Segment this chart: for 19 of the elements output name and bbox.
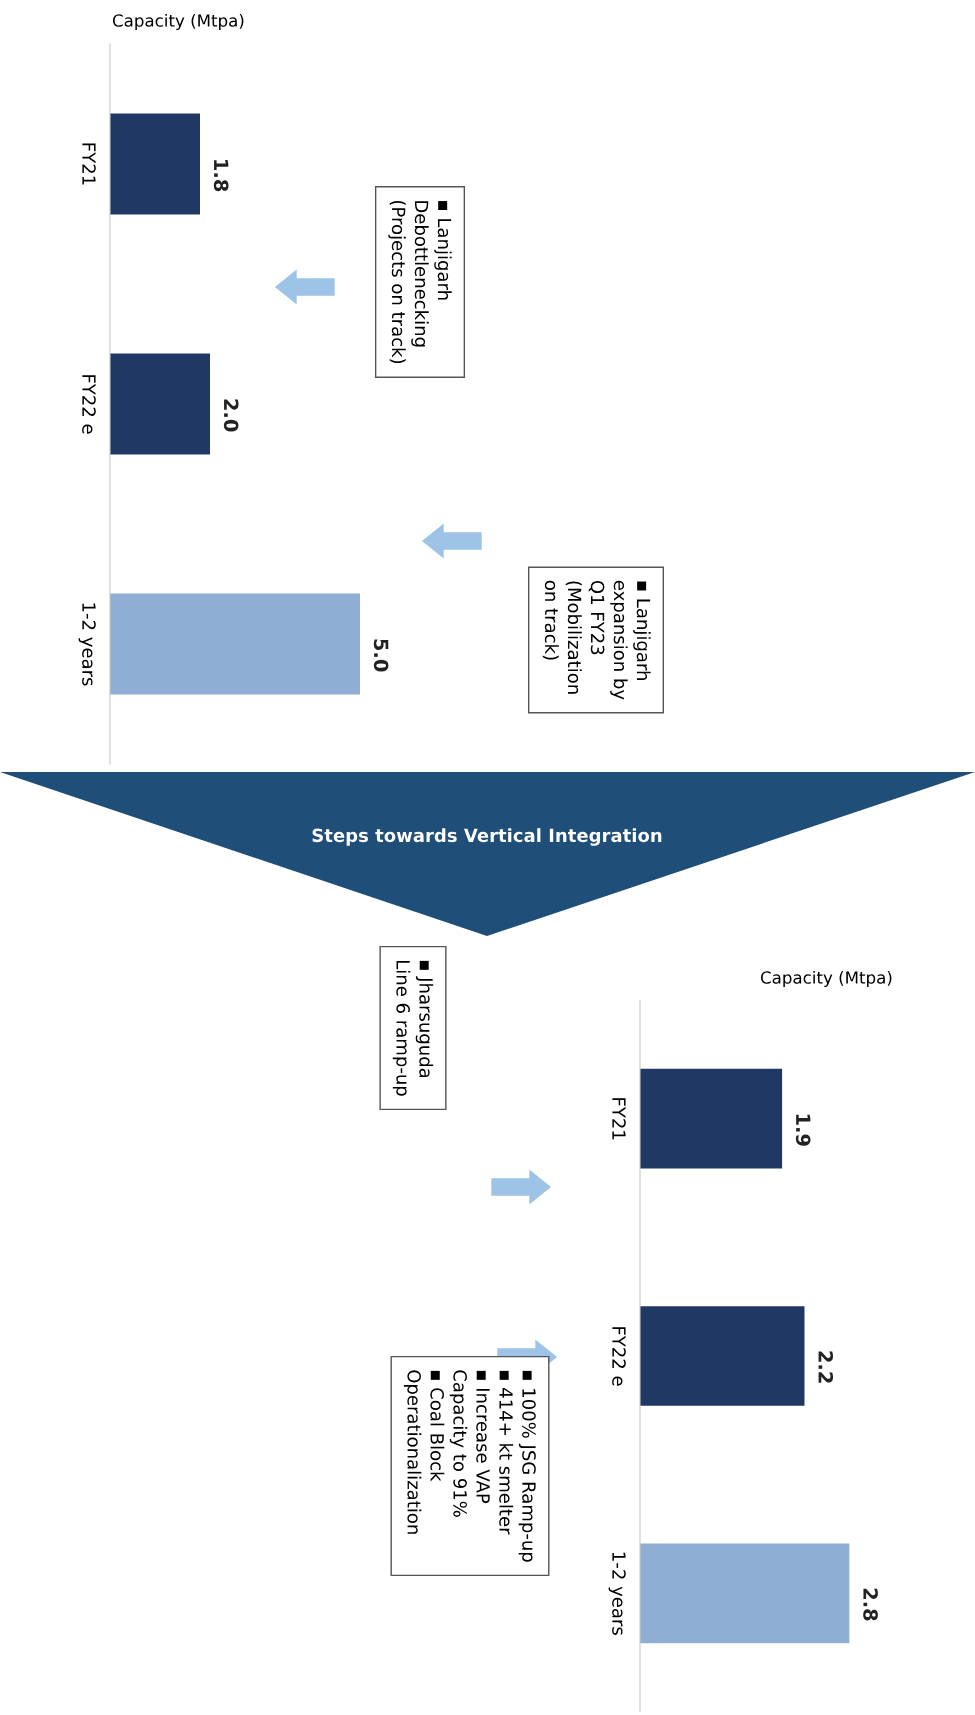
text: ▪ Lanjigarh Debottlenecking (Projects on track) (388, 200, 452, 364)
data-label: 2.2 (818, 1351, 834, 1383)
text: ▪ 100% JSG Ramp-up ▪ 414+ kt smelter ▪ Increase VAP Capacity to 91% ▪ Coal Block Operationalization (403, 1370, 536, 1562)
chart-title: Capacity (Mtpa) (112, 13, 244, 31)
data-label: 2.8 (863, 1588, 878, 1621)
text: Steps towards Vertical Integration (312, 828, 662, 846)
data-label: 2.0 (223, 399, 239, 432)
y-tick-label: 1-2 years (608, 1552, 626, 1635)
y-tick-label: FY21 (612, 1098, 626, 1140)
y-tick-label: FY21 (82, 143, 96, 185)
chart-title: Capacity (Mtpa) (760, 970, 892, 988)
y-tick-label: FY22 e (82, 375, 96, 434)
y-tick-label: 1-2 years (78, 603, 96, 686)
text: ▪ Jharsuguda Line 6 ramp-up (392, 960, 434, 1096)
text: ▪ Lanjigarh expansion by Q1 FY23 (Mobilization on track) (542, 580, 651, 700)
data-label: 1.9 (795, 1114, 811, 1146)
y-tick-label: FY22 e (612, 1327, 626, 1386)
data-label: 1.8 (213, 160, 229, 192)
data-label: 5.0 (373, 639, 389, 672)
